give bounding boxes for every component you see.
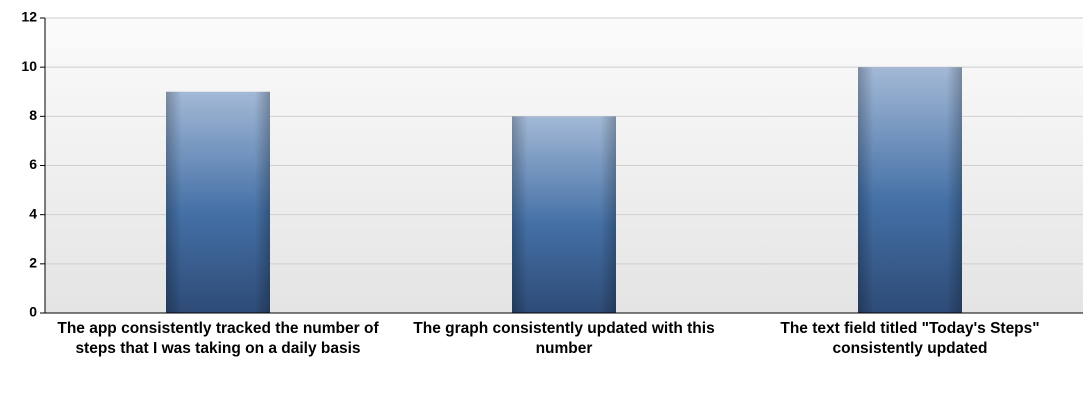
bar-shade <box>858 67 962 314</box>
x-tick-label: The app consistently tracked the number … <box>57 320 379 357</box>
y-tick-label: 6 <box>29 156 37 172</box>
x-tick-label: The text field titled "Today's Steps" co… <box>780 320 1040 357</box>
y-tick-label: 12 <box>21 9 37 25</box>
x-tick-label: The graph consistently updated with this… <box>413 320 715 357</box>
y-tick-label: 8 <box>29 107 37 123</box>
y-tick-label: 4 <box>29 205 37 221</box>
y-tick-label: 0 <box>29 304 37 320</box>
y-tick-label: 2 <box>29 255 37 271</box>
y-tick-label: 10 <box>21 58 37 74</box>
bar-shade <box>166 91 270 313</box>
bar-shade <box>512 116 616 313</box>
